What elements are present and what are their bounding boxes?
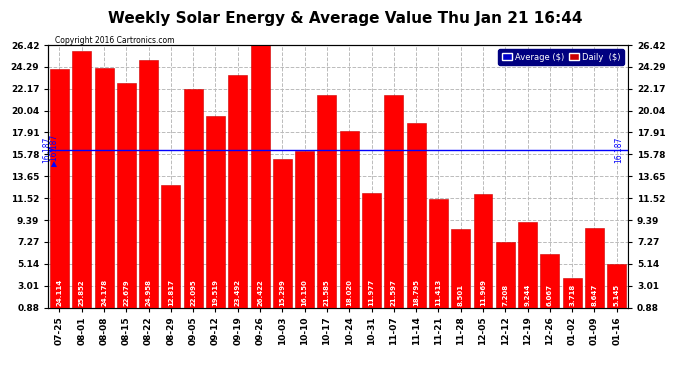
Text: 23.492: 23.492 (235, 279, 241, 306)
Text: 16.187: 16.187 (43, 137, 52, 164)
Bar (451, 229, 470, 316)
Text: ▶16.187: ▶16.187 (49, 134, 58, 166)
Text: 11.969: 11.969 (480, 279, 486, 306)
Bar (563, 278, 582, 316)
Text: 25.852: 25.852 (79, 280, 85, 306)
Bar (406, 123, 426, 316)
Bar (339, 131, 359, 316)
Bar (206, 116, 225, 316)
Bar (72, 51, 91, 316)
Text: 22.679: 22.679 (124, 279, 129, 306)
Bar (429, 199, 448, 316)
Text: 24.178: 24.178 (101, 279, 107, 306)
Bar (540, 254, 560, 316)
Text: 6.067: 6.067 (547, 284, 553, 306)
Text: 18.795: 18.795 (413, 279, 419, 306)
Bar (250, 45, 270, 316)
Text: 18.020: 18.020 (346, 279, 353, 306)
Bar (139, 60, 158, 316)
Text: 7.208: 7.208 (502, 284, 509, 306)
Text: 24.114: 24.114 (57, 279, 63, 306)
Bar (117, 84, 136, 316)
Text: 12.817: 12.817 (168, 279, 174, 306)
Text: 5.145: 5.145 (613, 284, 620, 306)
Text: 21.585: 21.585 (324, 279, 330, 306)
Bar (518, 222, 537, 316)
Text: 21.597: 21.597 (391, 279, 397, 306)
Bar (585, 228, 604, 316)
Bar (50, 69, 69, 316)
Bar (384, 94, 404, 316)
Text: 3.718: 3.718 (569, 284, 575, 306)
Text: 22.095: 22.095 (190, 279, 196, 306)
Bar (473, 194, 493, 316)
Text: 11.977: 11.977 (368, 279, 375, 306)
Bar (607, 264, 627, 316)
Text: 19.519: 19.519 (213, 279, 219, 306)
Text: 26.422: 26.422 (257, 279, 263, 306)
Text: 9.244: 9.244 (524, 284, 531, 306)
Legend: Average ($), Daily  ($): Average ($), Daily ($) (498, 49, 624, 65)
Text: Copyright 2016 Cartronics.com: Copyright 2016 Cartronics.com (55, 36, 175, 45)
Bar (228, 75, 247, 316)
Text: 8.501: 8.501 (457, 284, 464, 306)
Text: 8.647: 8.647 (591, 284, 598, 306)
Text: 24.958: 24.958 (146, 279, 152, 306)
Bar (317, 95, 337, 316)
Bar (184, 90, 203, 316)
Text: 16.150: 16.150 (302, 279, 308, 306)
Bar (273, 159, 292, 316)
Bar (95, 68, 114, 316)
Bar (362, 194, 381, 316)
Bar (295, 150, 314, 316)
Text: 11.413: 11.413 (435, 279, 442, 306)
Text: 15.299: 15.299 (279, 279, 286, 306)
Text: Weekly Solar Energy & Average Value Thu Jan 21 16:44: Weekly Solar Energy & Average Value Thu … (108, 11, 582, 26)
Bar (161, 185, 180, 316)
Bar (496, 243, 515, 316)
